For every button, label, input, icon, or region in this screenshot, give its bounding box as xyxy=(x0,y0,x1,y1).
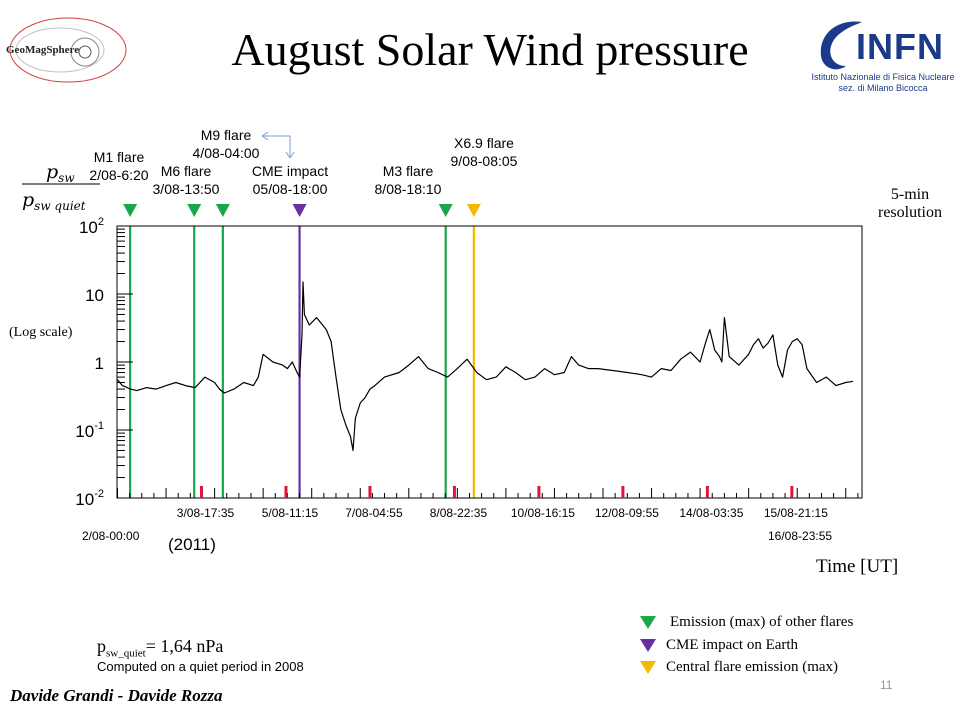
y-label-denominator: psw quiet xyxy=(22,189,86,213)
x-end-label: 16/08-23:55 xyxy=(768,529,832,543)
green-triangle-icon xyxy=(640,616,656,630)
m9-annotation-arrow xyxy=(261,131,295,159)
yellow-triangle-icon xyxy=(640,661,656,675)
event-marker-central xyxy=(466,204,481,217)
x-start-label: 2/08-00:00 xyxy=(82,529,140,543)
x-tick-label: 10/08-16:15 xyxy=(511,506,575,520)
legend-item-cme: CME impact on Earth xyxy=(640,637,798,654)
event-marker-flare xyxy=(123,204,138,217)
legend-label-cme: CME impact on Earth xyxy=(666,637,799,653)
y-axis: 102 10 1 10-1 10-2 xyxy=(75,216,133,509)
x-axis: 3/08-17:35 5/08-11:15 7/08-04:55 8/08-22:35… xyxy=(82,486,859,543)
infn-logo: INFN Istituto Nazionale di Fisica Nuclea… xyxy=(808,10,958,96)
resolution-note-line2: resolution xyxy=(878,204,942,221)
event-label-name: X6.9 flare xyxy=(454,135,514,151)
y-tick-label: 10-1 xyxy=(75,420,104,441)
y-tick-label: 102 xyxy=(79,216,104,237)
page-number: 11 xyxy=(880,678,893,692)
event-marker-flare xyxy=(187,204,202,217)
x-axis-label: Time [UT] xyxy=(816,556,899,577)
legend-label-central-flare: Central flare emission (max) xyxy=(666,659,839,675)
event-label-name: M6 flare xyxy=(161,163,212,179)
log-scale-note: (Log scale) xyxy=(9,325,73,340)
y-axis-label: psw psw quiet xyxy=(22,161,100,213)
event-label-name: M3 flare xyxy=(383,163,434,179)
x-tick-label: 15/08-21:15 xyxy=(764,506,828,520)
purple-triangle-icon xyxy=(640,639,656,653)
quiet-period-note: Computed on a quiet period in 2008 xyxy=(97,659,304,674)
geomagsphere-logo: GeoMagSphere xyxy=(0,8,130,88)
event-label-time: 4/08-04:00 xyxy=(193,145,260,161)
resolution-note-line1: 5-min xyxy=(890,186,930,203)
event-label-time: 8/08-18:10 xyxy=(375,181,442,197)
year-note: (2011) xyxy=(168,535,216,554)
infn-logo-line2: sez. di Milano Bicocca xyxy=(838,83,928,93)
event-label-time: 9/08-08:05 xyxy=(451,153,518,169)
legend-item-central-flare: Central flare emission (max) xyxy=(640,659,838,676)
event-marker-flare xyxy=(215,204,230,217)
quiet-pressure-subscript: sw_quiet xyxy=(106,647,146,660)
quiet-pressure-value: = 1,64 nPa xyxy=(145,636,224,656)
legend-label-other-flares: Emission (max) of other flares xyxy=(670,614,854,630)
x-tick-label: 12/08-09:55 xyxy=(595,506,659,520)
x-tick-label: 5/08-11:15 xyxy=(262,506,319,520)
infn-swoosh-icon xyxy=(820,21,862,70)
quiet-pressure-label: psw_quiet= 1,64 nPa xyxy=(97,636,223,660)
y-label-numerator: psw xyxy=(46,161,75,185)
geomagsphere-logo-icon xyxy=(9,17,127,83)
geomagsphere-logo-text: GeoMagSphere xyxy=(6,44,80,56)
event-label-time: 2/08-6:20 xyxy=(89,167,148,183)
slide-title: August Solar Wind pressure xyxy=(231,24,749,75)
infn-logo-text: INFN xyxy=(856,26,944,67)
x-tick-label: 7/08-04:55 xyxy=(345,506,403,520)
event-label-name: CME impact xyxy=(252,163,328,179)
plot-frame xyxy=(116,225,863,499)
event-label-time: 05/08-18:00 xyxy=(253,181,328,197)
event-marker-flare xyxy=(438,204,453,217)
event-marker-cme xyxy=(292,204,307,217)
infn-logo-line1: Istituto Nazionale di Fisica Nucleare xyxy=(811,72,955,82)
quiet-pressure-symbol: p xyxy=(97,636,106,656)
event-label-name: M9 flare xyxy=(201,127,252,143)
y-tick-label: 10-2 xyxy=(75,488,104,509)
y-tick-label: 1 xyxy=(95,354,104,373)
resolution-note: 5-min resolution xyxy=(860,186,960,222)
legend-item-other-flares: Emission (max) of other flares xyxy=(640,614,853,631)
event-label-name: M1 flare xyxy=(94,149,145,165)
x-tick-label: 3/08-17:35 xyxy=(177,506,235,520)
y-tick-label: 10 xyxy=(85,286,104,305)
x-tick-label: 8/08-22:35 xyxy=(430,506,488,520)
pressure-series-line xyxy=(117,281,854,452)
event-label-time: 3/08-13:50 xyxy=(153,181,220,197)
authors: Davide Grandi - Davide Rozza xyxy=(10,686,223,705)
x-tick-label: 14/08-03:35 xyxy=(679,506,743,520)
